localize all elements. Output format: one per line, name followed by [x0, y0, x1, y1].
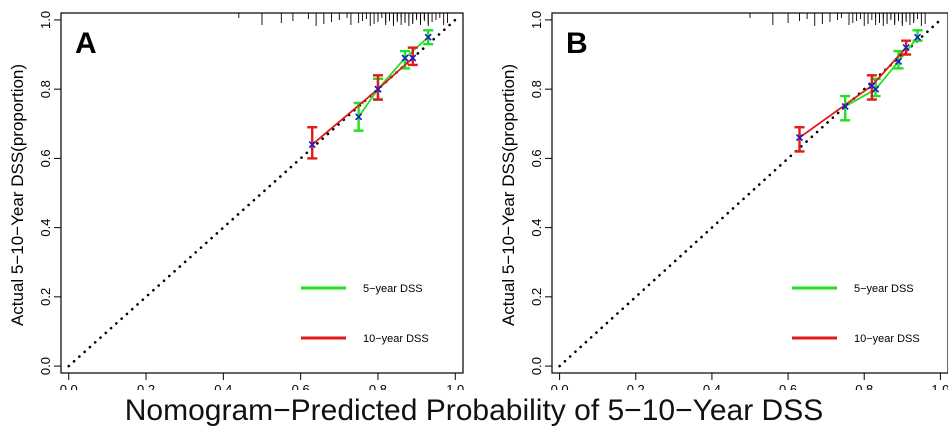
y-tick-label: 0.8	[529, 80, 544, 98]
y-tick-label: 0.6	[529, 149, 544, 167]
legend-label: 5−year DSS	[363, 283, 423, 295]
data-point-5yr	[913, 33, 922, 41]
legend-label: 10−year DSS	[363, 333, 429, 345]
data-point-5yr	[841, 102, 849, 111]
data-point-5yr	[355, 113, 363, 121]
data-point-10yr	[902, 44, 910, 52]
series-line-5yr	[357, 36, 429, 118]
y-axis-title: Actual 5−10−Year DSS(proportion)	[499, 64, 518, 326]
y-tick-label: 0.0	[529, 357, 544, 375]
x-tick-label: 0.0	[60, 382, 78, 390]
y-tick-label: 0.0	[38, 357, 53, 375]
y-tick-label: 0.8	[38, 80, 53, 98]
x-tick-label: 1.0	[931, 382, 948, 390]
data-point-5yr	[424, 33, 432, 41]
series-line-10yr	[798, 47, 907, 139]
y-tick-label: 0.4	[529, 219, 544, 237]
x-tick-label: 0.8	[855, 382, 873, 390]
panel-label: A	[75, 27, 97, 60]
y-tick-label: 0.2	[529, 288, 544, 306]
y-tick-label: 0.2	[38, 288, 53, 306]
x-tick-label: 0.4	[214, 382, 232, 390]
data-point-10yr	[308, 140, 316, 149]
y-axis-title: Actual 5−10−Year DSS(proportion)	[8, 64, 27, 326]
panel-a: 0.0 0.2 0.4 0.6 0.8 1.0 0.0 0.2 0.4 0.6 0.8 1.0 Actu…	[8, 11, 464, 390]
y-tick-label: 0.6	[38, 149, 53, 167]
x-tick-label: 0.6	[292, 382, 310, 390]
panel-label: B	[566, 27, 588, 60]
y-tick-label: 1.0	[529, 11, 544, 29]
data-point-10yr	[795, 134, 804, 142]
x-axis-title: Nomogram−Predicted Probability of 5−10−Y…	[124, 394, 824, 427]
y-tick-label: 0.4	[38, 219, 53, 237]
x-tick-label: 0.2	[627, 382, 645, 390]
data-point-5yr	[894, 57, 903, 66]
legend-label: 10−year DSS	[854, 333, 920, 345]
x-tick-label: 0.0	[551, 382, 569, 390]
calibration-figure: 0.0 0.2 0.4 0.6 0.8 1.0 0.0 0.2 0.4 0.6 0.8 1.0 Actu…	[8, 11, 948, 390]
ideal-line	[558, 18, 942, 368]
x-tick-label: 0.2	[137, 382, 155, 390]
data-point-5yr	[401, 54, 409, 62]
data-point-10yr	[374, 85, 382, 93]
legend-label: 5−year DSS	[854, 283, 914, 295]
data-point-10yr	[409, 54, 417, 62]
data-point-10yr	[868, 82, 876, 90]
x-tick-label: 0.6	[779, 382, 797, 390]
y-tick-label: 1.0	[38, 11, 53, 29]
x-tick-label: 1.0	[446, 382, 464, 390]
x-tick-label: 0.8	[369, 382, 387, 390]
x-tick-label: 0.4	[703, 382, 721, 390]
panel-b: 0.0 0.2 0.4 0.6 0.8 1.0 0.0 0.2 0.4 0.6 0.8 1.0 Actu…	[499, 11, 948, 390]
